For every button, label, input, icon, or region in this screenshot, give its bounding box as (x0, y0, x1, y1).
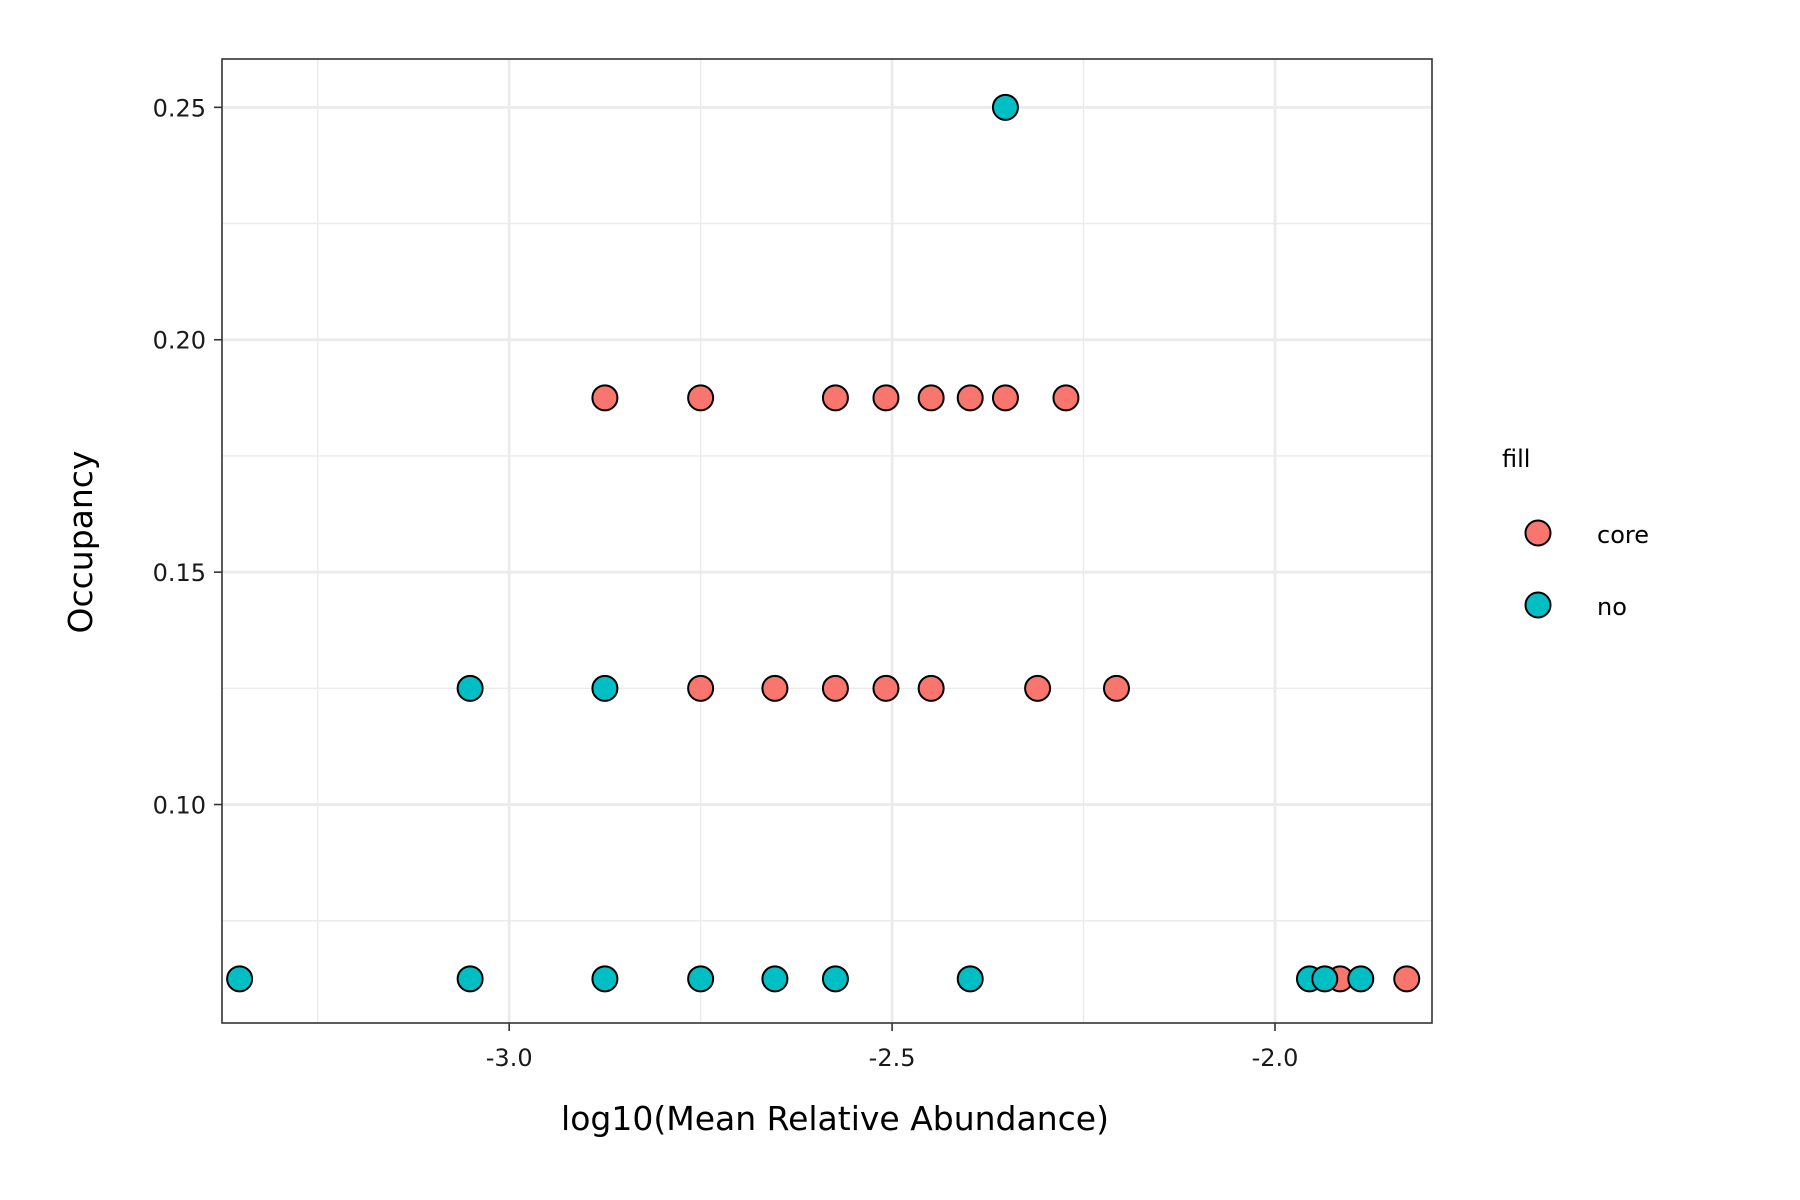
x-tick-label: -2.0 (1252, 1044, 1299, 1072)
legend-title: fill (1502, 445, 1530, 473)
point-core (872, 674, 900, 702)
point-core (821, 674, 849, 702)
point-no (1311, 965, 1339, 993)
point-core (872, 384, 900, 412)
legend-key-no (1524, 591, 1552, 619)
point-core (687, 384, 715, 412)
y-tick-label: 0.10 (153, 792, 206, 820)
panel-border (221, 58, 1433, 1024)
legend: fill core no (1502, 445, 1649, 621)
point-no (821, 965, 849, 993)
data-points (226, 93, 1421, 993)
x-axis-title: log10(Mean Relative Abundance) (561, 1099, 1109, 1138)
point-no (687, 965, 715, 993)
point-core (991, 384, 1019, 412)
point-no (991, 93, 1019, 121)
legend-entry-no: no (1524, 591, 1627, 621)
legend-entry-core: core (1524, 519, 1649, 549)
point-no (956, 965, 984, 993)
legend-key-core (1524, 519, 1552, 547)
point-core (591, 384, 619, 412)
point-core (1393, 965, 1421, 993)
y-tick-label: 0.15 (153, 559, 206, 587)
point-no (1347, 965, 1375, 993)
point-core (687, 674, 715, 702)
point-core (956, 384, 984, 412)
point-core (821, 384, 849, 412)
y-axis-title: Occupancy (61, 451, 100, 634)
point-no (226, 965, 254, 993)
point-no (456, 674, 484, 702)
point-core (917, 674, 945, 702)
legend-label-core: core (1597, 521, 1649, 549)
y-axis-ticks: 0.10 0.15 0.20 0.25 (153, 94, 222, 820)
point-core (1024, 674, 1052, 702)
legend-label-no: no (1597, 593, 1627, 621)
x-tick-label: -3.0 (486, 1044, 533, 1072)
point-core (917, 384, 945, 412)
point-core (1052, 384, 1080, 412)
major-gridlines (222, 59, 1432, 1023)
x-tick-label: -2.5 (869, 1044, 916, 1072)
y-tick-label: 0.25 (153, 94, 206, 122)
minor-gridlines (222, 59, 1432, 1023)
point-core (761, 674, 789, 702)
point-no (591, 674, 619, 702)
x-axis-ticks: -3.0 -2.5 -2.0 (486, 1023, 1299, 1072)
point-no (761, 965, 789, 993)
y-tick-label: 0.20 (153, 327, 206, 355)
point-no (456, 965, 484, 993)
point-core (1102, 674, 1130, 702)
point-no (591, 965, 619, 993)
